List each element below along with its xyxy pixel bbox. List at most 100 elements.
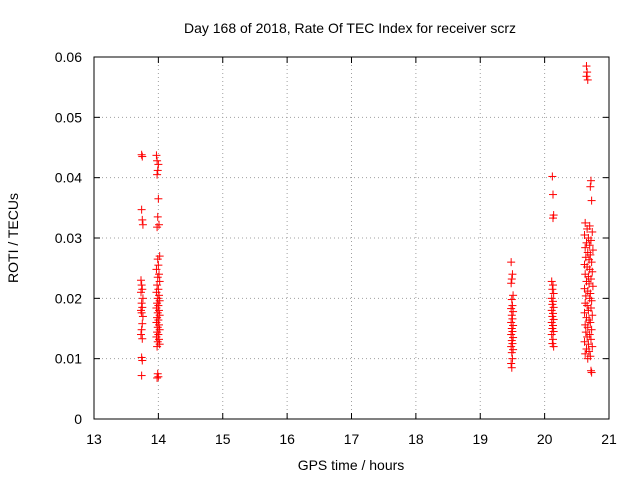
- data-point: [548, 285, 557, 294]
- x-axis-label: GPS time / hours: [298, 457, 405, 473]
- data-point: [152, 151, 161, 160]
- data-point: [509, 307, 518, 316]
- data-point: [136, 330, 145, 339]
- data-point: [153, 255, 162, 264]
- x-tick-label: 20: [537, 431, 553, 447]
- data-point: [137, 150, 146, 159]
- data-point: [507, 275, 516, 284]
- data-point: [547, 277, 556, 286]
- data-point: [154, 194, 163, 203]
- data-point: [137, 371, 146, 380]
- data-point: [153, 212, 162, 221]
- data-point: [153, 170, 162, 179]
- data-point: [586, 250, 595, 259]
- data-point: [138, 220, 147, 229]
- data-point: [507, 258, 516, 267]
- data-point: [507, 295, 516, 304]
- data-point: [587, 325, 596, 334]
- data-point: [581, 218, 590, 227]
- y-tick-label: 0.04: [55, 170, 82, 186]
- data-point: [588, 246, 597, 255]
- data-point: [153, 373, 162, 382]
- data-point: [548, 214, 557, 223]
- tick-labels: 13 14 15 16 17 18 19 20 21 0 0.01 0.02 0.03 0.04 0.05 0…: [55, 49, 617, 447]
- data-point: [137, 299, 146, 308]
- chart-title: Day 168 of 2018, Rate Of TEC Index for r…: [184, 20, 516, 36]
- data-point: [586, 236, 595, 245]
- x-tick-label: 15: [215, 431, 231, 447]
- data-points: [136, 62, 597, 382]
- data-point: [508, 270, 517, 279]
- data-point: [586, 275, 595, 284]
- data-point: [582, 62, 591, 71]
- data-point: [137, 281, 146, 290]
- data-point: [153, 281, 162, 290]
- data-point: [548, 172, 557, 181]
- data-point: [587, 258, 596, 267]
- data-point: [587, 196, 596, 205]
- data-point: [587, 368, 596, 377]
- data-point: [507, 363, 516, 372]
- x-tick-label: 18: [408, 431, 424, 447]
- data-point: [138, 294, 147, 303]
- data-point: [153, 166, 162, 175]
- y-tick-label: 0: [74, 411, 82, 427]
- data-point: [137, 205, 146, 214]
- data-point: [154, 160, 163, 169]
- data-point: [138, 312, 147, 321]
- data-point: [549, 289, 558, 298]
- data-point: [138, 215, 147, 224]
- y-tick-label: 0.05: [55, 109, 82, 125]
- data-point: [582, 72, 591, 81]
- y-tick-label: 0.02: [55, 290, 82, 306]
- data-point: [154, 261, 163, 270]
- data-point: [507, 359, 516, 368]
- x-tick-label: 21: [601, 431, 617, 447]
- data-point: [137, 325, 146, 334]
- x-tick-label: 16: [279, 431, 295, 447]
- data-point: [152, 265, 161, 274]
- data-point: [138, 334, 147, 343]
- data-point: [583, 75, 592, 84]
- data-point: [586, 289, 595, 298]
- x-tick-label: 19: [472, 431, 488, 447]
- data-point: [153, 273, 162, 282]
- data-point: [154, 372, 163, 381]
- data-point: [586, 335, 595, 344]
- data-point: [583, 224, 592, 233]
- data-point: [138, 319, 147, 328]
- data-point: [507, 348, 516, 357]
- data-point: [548, 335, 557, 344]
- data-point: [548, 190, 557, 199]
- data-point: [153, 223, 162, 232]
- data-point: [588, 282, 597, 291]
- data-point: [138, 356, 147, 365]
- data-point: [588, 342, 597, 351]
- data-point: [507, 279, 516, 288]
- data-point: [136, 276, 145, 285]
- grid: [94, 57, 609, 419]
- data-point: [549, 342, 558, 351]
- data-point: [586, 318, 595, 327]
- data-point: [580, 308, 589, 317]
- data-point: [588, 311, 597, 320]
- data-point: [547, 330, 556, 339]
- data-point: [586, 182, 595, 191]
- data-point: [587, 296, 596, 305]
- x-tick-label: 13: [86, 431, 102, 447]
- data-point: [585, 241, 594, 250]
- data-point: [583, 354, 592, 363]
- y-tick-label: 0.06: [55, 49, 82, 65]
- data-point: [581, 243, 590, 252]
- data-point: [588, 227, 597, 236]
- data-point: [507, 311, 516, 320]
- x-tick-label: 17: [344, 431, 360, 447]
- data-point: [137, 308, 146, 317]
- data-point: [136, 288, 145, 297]
- data-point: [138, 152, 147, 161]
- data-point: [586, 176, 595, 185]
- plot-border: [93, 56, 610, 420]
